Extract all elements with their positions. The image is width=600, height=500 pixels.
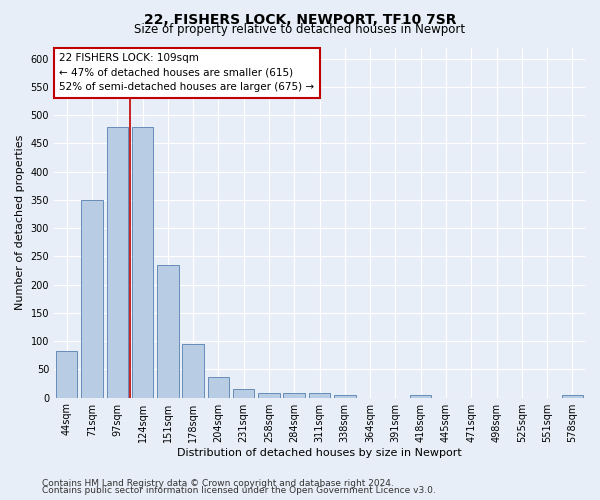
Bar xyxy=(334,395,356,398)
Bar xyxy=(81,200,103,398)
Bar xyxy=(258,393,280,398)
Bar xyxy=(107,126,128,398)
Bar xyxy=(283,393,305,398)
Y-axis label: Number of detached properties: Number of detached properties xyxy=(15,135,25,310)
Text: Contains public sector information licensed under the Open Government Licence v3: Contains public sector information licen… xyxy=(42,486,436,495)
Bar xyxy=(56,352,77,398)
Text: Contains HM Land Registry data © Crown copyright and database right 2024.: Contains HM Land Registry data © Crown c… xyxy=(42,478,394,488)
Bar xyxy=(410,395,431,398)
Bar xyxy=(132,126,153,398)
Text: 22, FISHERS LOCK, NEWPORT, TF10 7SR: 22, FISHERS LOCK, NEWPORT, TF10 7SR xyxy=(144,12,456,26)
Text: Size of property relative to detached houses in Newport: Size of property relative to detached ho… xyxy=(134,22,466,36)
Bar xyxy=(157,265,179,398)
Bar xyxy=(233,388,254,398)
Text: 22 FISHERS LOCK: 109sqm
← 47% of detached houses are smaller (615)
52% of semi-d: 22 FISHERS LOCK: 109sqm ← 47% of detache… xyxy=(59,53,314,92)
Bar xyxy=(208,376,229,398)
Bar xyxy=(309,393,330,398)
Bar xyxy=(182,344,204,398)
Bar xyxy=(562,395,583,398)
X-axis label: Distribution of detached houses by size in Newport: Distribution of detached houses by size … xyxy=(177,448,462,458)
